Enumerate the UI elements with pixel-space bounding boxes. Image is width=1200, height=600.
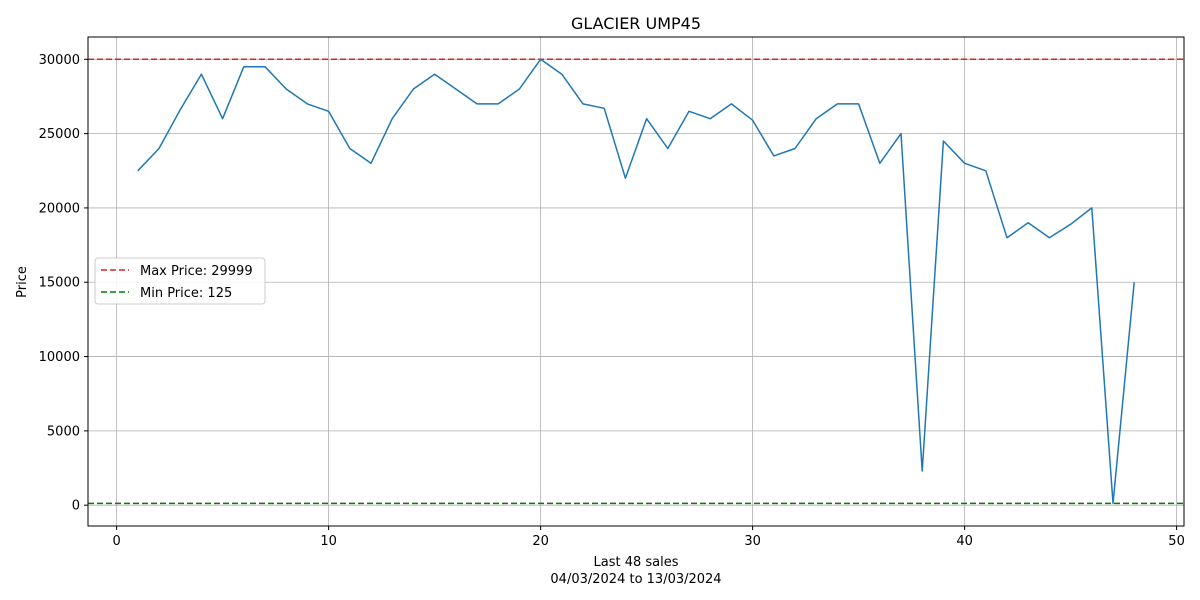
- legend-label-min-price: Min Price: 125: [140, 286, 232, 301]
- y-tick-label: 30000: [39, 53, 80, 68]
- x-tick-label: 50: [1168, 534, 1185, 549]
- y-tick-label: 10000: [39, 350, 80, 365]
- x-tick-label: 20: [532, 534, 549, 549]
- legend-box: [94, 257, 266, 305]
- x-axis-ticks: 0 10 20 30 40 50: [112, 526, 1185, 549]
- reference-lines: [88, 58, 1184, 505]
- grid: [88, 37, 1184, 526]
- x-tick-label: 0: [112, 534, 120, 549]
- series-layer: [137, 58, 1135, 505]
- y-tick-label: 0: [72, 499, 80, 514]
- y-axis-ticks: 0 5000 10000 15000 20000 25000 30000: [39, 53, 88, 514]
- y-tick-label: 5000: [47, 424, 80, 439]
- x-tick-label: 30: [744, 534, 761, 549]
- chart-title: GLACIER UMP45: [571, 14, 701, 33]
- x-axis-date-range: 04/03/2024 to 13/03/2024: [550, 572, 721, 587]
- y-tick-label: 25000: [39, 127, 80, 142]
- legend: Max Price: 29999 Min Price: 125: [94, 257, 266, 305]
- y-axis-label: Price: [15, 266, 30, 298]
- y-tick-label: 15000: [39, 276, 80, 291]
- x-tick-label: 10: [320, 534, 337, 549]
- plot-frame: [87, 36, 1185, 527]
- x-tick-label: 40: [956, 534, 973, 549]
- x-axis-label: Last 48 sales: [593, 555, 678, 570]
- y-tick-label: 20000: [39, 201, 80, 216]
- legend-label-max-price: Max Price: 29999: [140, 264, 253, 279]
- price-series-line: [137, 58, 1135, 505]
